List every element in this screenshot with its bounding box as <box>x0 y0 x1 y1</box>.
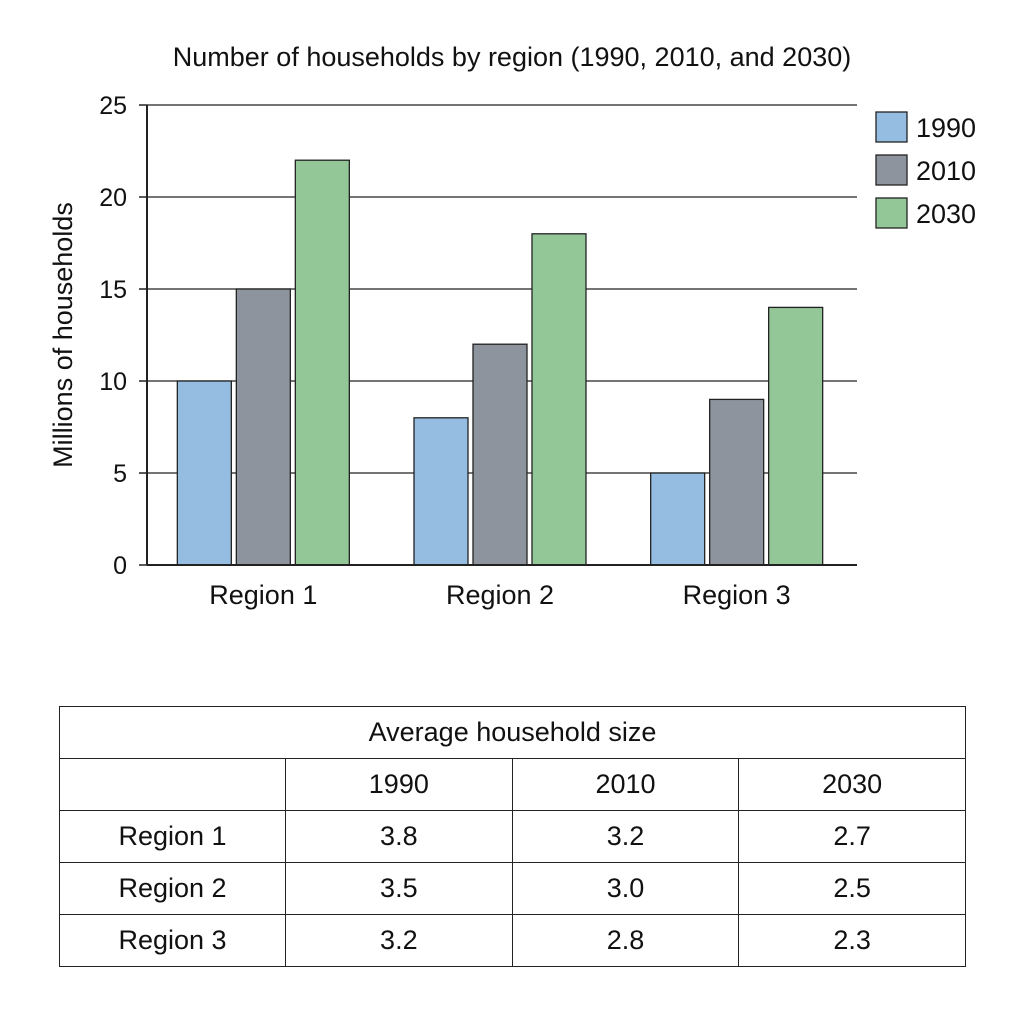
bar-2010 <box>472 343 528 566</box>
y-tick-labels: 0 5 10 15 20 25 <box>99 92 127 580</box>
y-tick-label: 10 <box>99 368 127 396</box>
legend-swatch <box>875 197 908 229</box>
bar-2030 <box>294 159 350 566</box>
table-cell: 3.8 <box>285 810 513 863</box>
legend-swatch <box>875 111 908 143</box>
legend-label: 1990 <box>916 113 976 143</box>
bar-1990 <box>650 472 706 566</box>
table-header-cell: 2030 <box>738 758 966 811</box>
table-title-row: Average household size <box>59 706 966 759</box>
y-axis-title: Millions of households <box>48 202 78 468</box>
bar-1990 <box>413 417 469 566</box>
table-cell: 3.0 <box>511 862 740 915</box>
table-cell: 2.3 <box>738 914 966 967</box>
legend: 1990 2010 2030 <box>875 111 976 229</box>
bars <box>176 159 824 566</box>
bar-2010 <box>235 288 291 566</box>
bar-2030 <box>531 233 587 566</box>
table-cell: 3.2 <box>285 914 513 967</box>
table-row: Region 2 3.5 3.0 2.5 <box>59 862 966 915</box>
household-size-table: Average household size 1990 2010 2030 Re… <box>59 706 966 967</box>
table-cell: 2.8 <box>511 914 740 967</box>
table-cell: 3.2 <box>511 810 740 863</box>
table-row: Region 1 3.8 3.2 2.7 <box>59 810 966 863</box>
chart-title: Number of households by region (1990, 20… <box>173 42 851 72</box>
bar-1990 <box>176 380 232 566</box>
table-corner-cell <box>59 758 286 811</box>
table-header-cell: 2010 <box>511 758 740 811</box>
table-cell: 2.5 <box>738 862 966 915</box>
legend-swatch <box>875 154 908 186</box>
category-label: Region 3 <box>683 580 791 610</box>
category-label: Region 1 <box>209 580 317 610</box>
table-cell: 3.5 <box>285 862 513 915</box>
row-label: Region 3 <box>59 914 286 967</box>
row-label: Region 2 <box>59 862 286 915</box>
bar-2030 <box>768 306 824 566</box>
legend-label: 2010 <box>916 156 976 186</box>
y-tick-label: 20 <box>99 184 127 212</box>
table-header-cell: 1990 <box>285 758 513 811</box>
category-label: Region 2 <box>446 580 554 610</box>
axes <box>146 105 857 566</box>
y-tick-label: 5 <box>113 460 127 488</box>
table-cell: 2.7 <box>738 810 966 863</box>
table-header-row: 1990 2010 2030 <box>59 758 966 811</box>
row-label: Region 1 <box>59 810 286 863</box>
category-labels: Region 1 Region 2 Region 3 <box>209 580 790 610</box>
y-tick-label: 0 <box>113 552 127 580</box>
legend-label: 2030 <box>916 199 976 229</box>
household-bar-chart: Number of households by region (1990, 20… <box>48 42 976 610</box>
bar-2010 <box>709 398 765 566</box>
table-row: Region 3 3.2 2.8 2.3 <box>59 914 966 967</box>
y-tick-label: 25 <box>99 92 127 120</box>
y-tick-label: 15 <box>99 276 127 304</box>
table-title: Average household size <box>59 706 966 759</box>
